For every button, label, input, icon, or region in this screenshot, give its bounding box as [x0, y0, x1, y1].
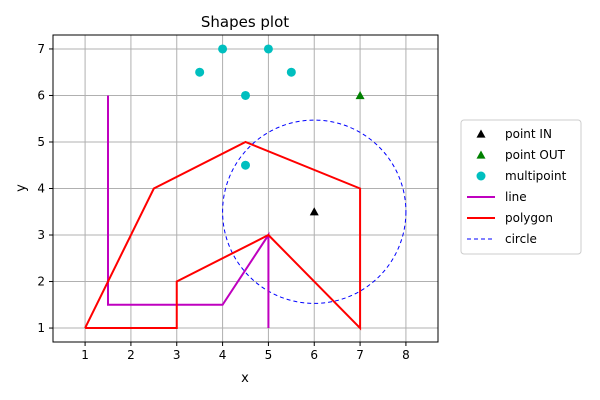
series-polygon — [84, 140, 362, 331]
polygon-path — [84, 140, 362, 331]
x-axis-label: x — [241, 371, 249, 386]
x-tick-label: 5 — [265, 348, 273, 362]
plot-area — [84, 44, 407, 331]
y-tick-label: 5 — [37, 135, 45, 149]
legend: point IN point OUT multipoint line polygon ci… — [460, 119, 582, 255]
legend-item-circle: circle — [467, 232, 537, 246]
x-tick-label: 7 — [356, 348, 364, 362]
x-tick-label: 1 — [81, 348, 89, 362]
legend-label: point IN — [505, 127, 552, 141]
y-tick-label: 3 — [37, 228, 45, 242]
legend-item-line: line — [467, 190, 527, 204]
multipoint-marker — [241, 160, 250, 170]
x-tick-label: 8 — [402, 348, 410, 362]
legend-label: polygon — [505, 211, 553, 225]
x-tick-label: 6 — [310, 348, 318, 362]
multipoint-marker — [241, 90, 250, 100]
legend-item-multipoint: multipoint — [476, 169, 567, 183]
multipoint-marker — [195, 67, 205, 77]
grid — [53, 35, 438, 342]
series-point-in — [309, 207, 319, 216]
y-tick-label: 1 — [37, 321, 45, 335]
x-tick-label: 4 — [219, 348, 227, 362]
line-path — [107, 95, 270, 329]
legend-marker — [476, 171, 486, 181]
series-point-out — [355, 90, 365, 100]
legend-item-point-out: point OUT — [476, 148, 566, 162]
legend-label: multipoint — [505, 169, 567, 183]
series-line — [107, 95, 270, 329]
legend-label: line — [505, 190, 527, 204]
axis-ticks: 1 2 3 4 5 6 7 8 1 2 3 4 5 6 7 — [37, 42, 409, 362]
chart-title: Shapes plot — [201, 13, 289, 31]
legend-box — [460, 119, 582, 255]
series-multipoint — [195, 44, 296, 170]
circle-outline — [222, 119, 407, 304]
legend-label: circle — [505, 232, 537, 246]
legend-marker — [476, 150, 486, 159]
point-out-marker — [355, 90, 365, 100]
x-tick-label: 3 — [173, 348, 181, 362]
multipoint-marker — [286, 67, 296, 77]
multipoint-marker — [263, 44, 273, 54]
multipoint-marker — [218, 44, 228, 54]
axes-frame — [52, 34, 439, 343]
y-tick-label: 7 — [37, 42, 45, 56]
point-in-marker — [309, 207, 319, 216]
y-tick-label: 6 — [37, 88, 45, 102]
x-tick-label: 2 — [127, 348, 135, 362]
legend-item-point-in: point IN — [476, 127, 552, 141]
y-tick-label: 2 — [37, 275, 45, 289]
series-circle — [222, 119, 407, 304]
legend-label: point OUT — [505, 148, 566, 162]
y-tick-label: 4 — [37, 182, 45, 196]
legend-marker — [476, 129, 486, 138]
y-axis-label: y — [14, 184, 29, 192]
legend-item-polygon: polygon — [467, 211, 553, 225]
